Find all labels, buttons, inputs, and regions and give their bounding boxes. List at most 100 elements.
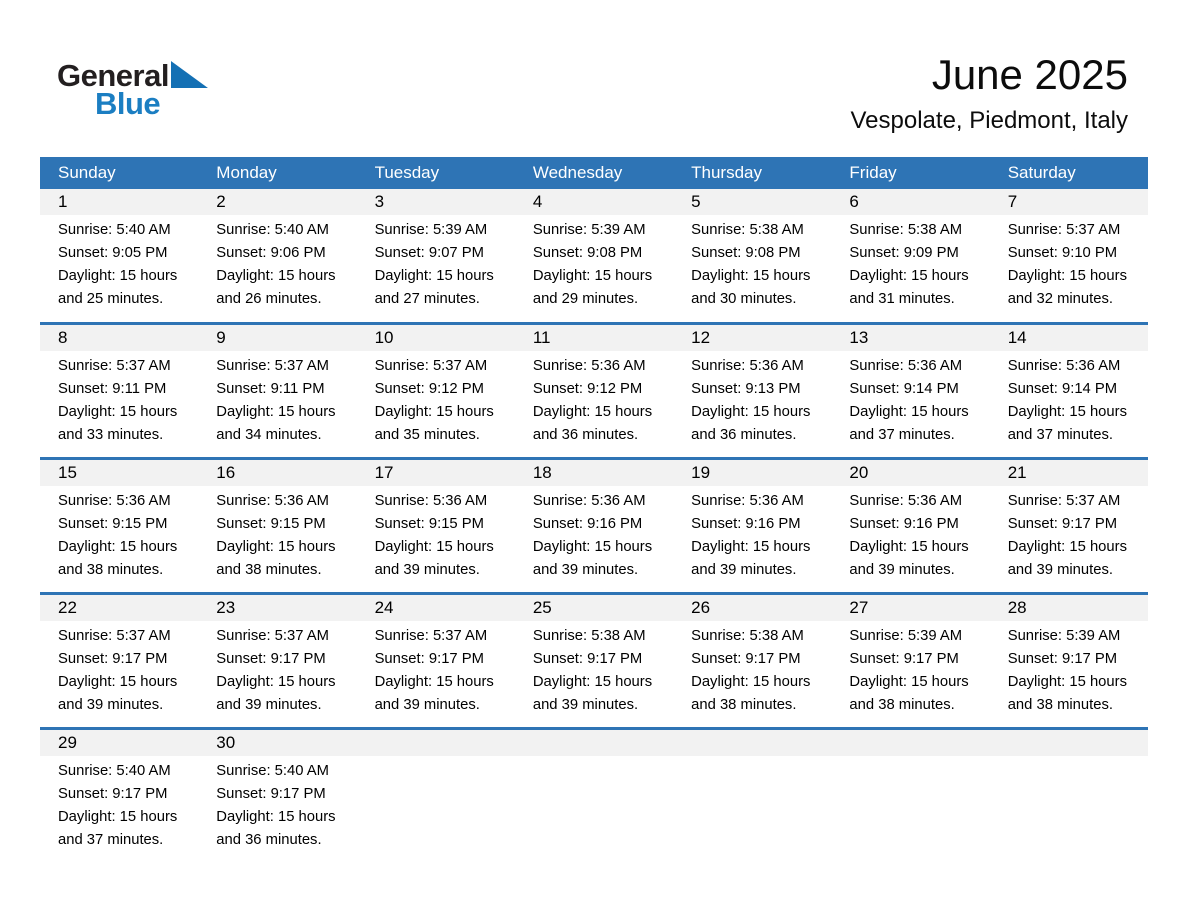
calendar-weeks: 1 2 3 4 5 6 7 Sunrise: 5:40 AM Sunset: 9:05 PM Da…: [40, 189, 1148, 862]
day-cell: Sunrise: 5:36 AM Sunset: 9:14 PM Daylight:…: [831, 351, 989, 447]
daylight-text-line1: Daylight: 15 hours: [691, 268, 811, 284]
sunrise-text: Sunrise: 5:36 AM: [849, 493, 963, 509]
sunrise-text: Sunrise: 5:36 AM: [532, 493, 646, 509]
sunrise-text: Sunrise: 5:36 AM: [532, 358, 646, 374]
daylight-text-line1: Daylight: 15 hours: [216, 539, 336, 555]
daylight-text-line2: and 38 minutes.: [216, 562, 322, 578]
day-number: 1: [58, 192, 68, 211]
daylight-text-line1: Daylight: 15 hours: [58, 268, 178, 284]
sunrise-text: Sunrise: 5:39 AM: [1007, 628, 1121, 644]
week-row: 1 2 3 4 5 6 7 Sunrise: 5:40 AM Sunset: 9:05 PM Da…: [40, 189, 1148, 322]
day-details-band: Sunrise: 5:40 AM Sunset: 9:17 PM Daylight:…: [40, 756, 1148, 852]
sunrise-text: Sunrise: 5:36 AM: [1007, 358, 1121, 374]
weekday-header-monday: Monday: [216, 163, 277, 182]
day-number: 6: [849, 192, 859, 211]
daylight-text-line2: and 38 minutes.: [1007, 697, 1113, 713]
sunset-text: Sunset: 9:14 PM: [849, 381, 959, 397]
sunset-text: Sunset: 9:16 PM: [532, 516, 643, 532]
sunrise-text: Sunrise: 5:36 AM: [691, 493, 804, 509]
day-number-band: 29 30: [40, 730, 1148, 756]
weekday-header-saturday: Saturday: [1007, 163, 1076, 182]
daylight-text-line2: and 32 minutes.: [1007, 291, 1113, 307]
sunset-text: Sunset: 9:17 PM: [58, 786, 168, 802]
sunset-text: Sunset: 9:16 PM: [691, 516, 801, 532]
day-number: 15: [58, 463, 77, 482]
day-number: 3: [374, 192, 385, 211]
sunset-text: Sunset: 9:17 PM: [216, 651, 326, 667]
daylight-text-line1: Daylight: 15 hours: [374, 674, 494, 690]
day-cell: Sunrise: 5:37 AM Sunset: 9:10 PM Daylight:…: [990, 215, 1148, 311]
daylight-text-line1: Daylight: 15 hours: [216, 404, 336, 420]
day-number: 16: [216, 463, 236, 482]
day-cell: Sunrise: 5:40 AM Sunset: 9:06 PM Daylight:…: [198, 215, 356, 311]
daylight-text-line1: Daylight: 15 hours: [58, 809, 178, 825]
day-cell: Sunrise: 5:37 AM Sunset: 9:17 PM Daylight:…: [357, 621, 515, 717]
day-details-band: Sunrise: 5:37 AM Sunset: 9:17 PM Daylight:…: [40, 621, 1148, 717]
day-cell: Sunrise: 5:36 AM Sunset: 9:16 PM Daylight:…: [831, 486, 989, 582]
day-cell: Sunrise: 5:40 AM Sunset: 9:17 PM Daylight:…: [198, 756, 356, 852]
sunset-text: Sunset: 9:15 PM: [216, 516, 326, 532]
day-cell: Sunrise: 5:39 AM Sunset: 9:17 PM Daylight:…: [990, 621, 1148, 717]
sunset-text: Sunset: 9:17 PM: [1007, 516, 1118, 532]
sunset-text: Sunset: 9:09 PM: [849, 245, 959, 261]
empty-day-cell: [357, 756, 515, 852]
sunrise-text: Sunrise: 5:39 AM: [849, 628, 963, 644]
day-number: 10: [374, 328, 394, 347]
sunset-text: Sunset: 9:10 PM: [1007, 245, 1118, 261]
empty-day-number: [357, 730, 515, 756]
sunrise-text: Sunrise: 5:40 AM: [58, 763, 171, 779]
daylight-text-line1: Daylight: 15 hours: [216, 809, 336, 825]
day-cell: Sunrise: 5:39 AM Sunset: 9:17 PM Daylight:…: [831, 621, 989, 717]
day-cell: Sunrise: 5:36 AM Sunset: 9:15 PM Daylight:…: [40, 486, 198, 582]
daylight-text-line2: and 37 minutes.: [849, 427, 955, 443]
empty-day-cell: [990, 756, 1148, 852]
day-cell: Sunrise: 5:39 AM Sunset: 9:08 PM Daylight:…: [515, 215, 673, 311]
sunset-text: Sunset: 9:17 PM: [374, 651, 484, 667]
empty-day-cell: [831, 756, 989, 852]
daylight-text-line1: Daylight: 15 hours: [691, 404, 811, 420]
general-blue-logo: General Blue: [57, 60, 208, 119]
daylight-text-line1: Daylight: 15 hours: [216, 268, 336, 284]
daylight-text-line2: and 25 minutes.: [58, 291, 164, 307]
daylight-text-line1: Daylight: 15 hours: [532, 404, 653, 420]
weekday-header-thursday: Thursday: [691, 163, 763, 182]
daylight-text-line1: Daylight: 15 hours: [1007, 539, 1127, 555]
day-cell: Sunrise: 5:40 AM Sunset: 9:17 PM Daylight:…: [40, 756, 198, 852]
logo-text-general: General: [57, 58, 169, 93]
week-row: 15 16 17 18 19 20 21 Sunrise: 5:36 AM Sunset: 9:…: [40, 457, 1148, 592]
day-details-band: Sunrise: 5:37 AM Sunset: 9:11 PM Daylight:…: [40, 351, 1148, 447]
sunrise-text: Sunrise: 5:37 AM: [1007, 222, 1121, 238]
week-row: 22 23 24 25 26 27 28 Sunrise: 5:37 AM Sunset: 9:…: [40, 592, 1148, 727]
daylight-text-line1: Daylight: 15 hours: [58, 674, 178, 690]
day-cell: Sunrise: 5:36 AM Sunset: 9:14 PM Daylight:…: [990, 351, 1148, 447]
day-number: 12: [691, 328, 711, 347]
sunrise-text: Sunrise: 5:40 AM: [216, 763, 329, 779]
day-number: 19: [691, 463, 711, 482]
day-number: 13: [849, 328, 869, 347]
weekday-header-friday: Friday: [849, 163, 897, 182]
empty-day-number: [831, 730, 989, 756]
day-cell: Sunrise: 5:37 AM Sunset: 9:12 PM Daylight:…: [357, 351, 515, 447]
sunset-text: Sunset: 9:06 PM: [216, 245, 326, 261]
day-cell: Sunrise: 5:36 AM Sunset: 9:16 PM Daylight:…: [673, 486, 831, 582]
daylight-text-line2: and 39 minutes.: [1007, 562, 1113, 578]
day-cell: Sunrise: 5:36 AM Sunset: 9:16 PM Daylight:…: [515, 486, 673, 582]
day-number-band: 8 9 10 11 12 13 14: [40, 325, 1148, 351]
sunset-text: Sunset: 9:17 PM: [691, 651, 801, 667]
sunset-text: Sunset: 9:08 PM: [691, 245, 801, 261]
daylight-text-line2: and 39 minutes.: [849, 562, 955, 578]
sunset-text: Sunset: 9:11 PM: [216, 381, 325, 397]
sunrise-text: Sunrise: 5:39 AM: [374, 222, 488, 238]
day-cell: Sunrise: 5:36 AM Sunset: 9:15 PM Daylight:…: [357, 486, 515, 582]
weekday-header-sunday: Sunday: [58, 163, 116, 182]
day-number: 20: [849, 463, 869, 482]
day-number: 8: [58, 328, 68, 347]
day-number: 22: [58, 598, 77, 617]
day-cell: Sunrise: 5:36 AM Sunset: 9:15 PM Daylight:…: [198, 486, 356, 582]
sunrise-text: Sunrise: 5:36 AM: [216, 493, 329, 509]
week-row: 29 30 Sunrise: 5:40 AM Sunset: 9:17 PM Dayli…: [40, 727, 1148, 862]
day-cell: Sunrise: 5:38 AM Sunset: 9:17 PM Daylight:…: [515, 621, 673, 717]
sunset-text: Sunset: 9:17 PM: [849, 651, 959, 667]
daylight-text-line2: and 38 minutes.: [691, 697, 797, 713]
daylight-text-line1: Daylight: 15 hours: [1007, 268, 1127, 284]
